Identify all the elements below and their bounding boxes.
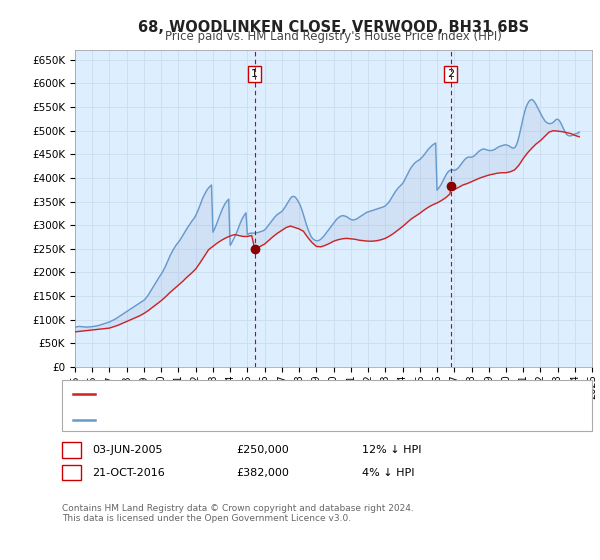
Text: 12% ↓ HPI: 12% ↓ HPI: [362, 445, 421, 455]
Text: HPI: Average price, detached house, Dorset: HPI: Average price, detached house, Dors…: [99, 415, 326, 425]
Text: 2: 2: [67, 466, 76, 479]
Text: 68, WOODLINKEN CLOSE, VERWOOD, BH31 6BS (detached house): 68, WOODLINKEN CLOSE, VERWOOD, BH31 6BS …: [99, 389, 443, 399]
Text: 1: 1: [67, 443, 76, 456]
Text: Price paid vs. HM Land Registry's House Price Index (HPI): Price paid vs. HM Land Registry's House …: [165, 30, 502, 43]
Text: 1: 1: [251, 69, 258, 79]
Text: £382,000: £382,000: [236, 468, 289, 478]
Text: 2: 2: [447, 69, 454, 79]
Text: 03-JUN-2005: 03-JUN-2005: [92, 445, 162, 455]
Text: 68, WOODLINKEN CLOSE, VERWOOD, BH31 6BS: 68, WOODLINKEN CLOSE, VERWOOD, BH31 6BS: [138, 20, 529, 35]
Text: Contains HM Land Registry data © Crown copyright and database right 2024.
This d: Contains HM Land Registry data © Crown c…: [62, 504, 413, 524]
Text: 4% ↓ HPI: 4% ↓ HPI: [362, 468, 415, 478]
Text: 21-OCT-2016: 21-OCT-2016: [92, 468, 164, 478]
Text: £250,000: £250,000: [236, 445, 289, 455]
